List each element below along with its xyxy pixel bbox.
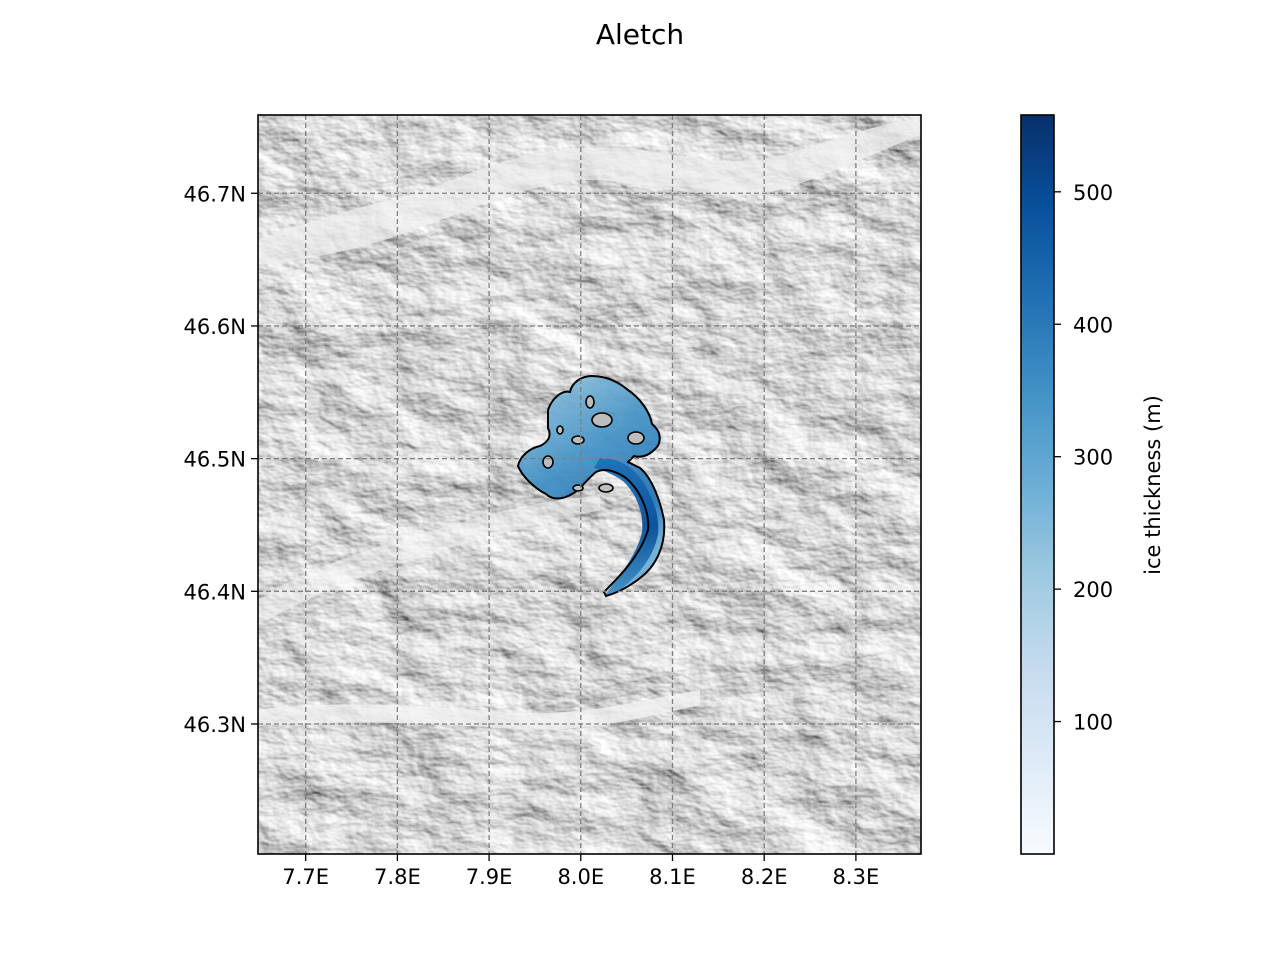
nunatak-outlines — [542, 395, 645, 493]
valley-floor — [258, 690, 700, 730]
lat-tick-label: 46.7N — [184, 182, 246, 206]
nunatak — [585, 395, 595, 409]
lon-tick-label: 8.1E — [649, 865, 696, 889]
colorbar: 100 200 300 400 500 ice thickness (m) — [1020, 114, 1165, 855]
lon-tick-label: 7.7E — [282, 865, 329, 889]
glacier-outline — [516, 374, 666, 598]
valley-floor — [258, 118, 921, 265]
lat-tick-label: 46.5N — [184, 448, 246, 472]
colorbar-gradient — [1021, 115, 1054, 854]
nunatak — [598, 483, 614, 493]
colorbar-tick-label: 100 — [1073, 711, 1113, 735]
map-axes — [258, 115, 921, 854]
nunatak — [571, 435, 585, 445]
colorbar-label: ice thickness (m) — [1141, 395, 1165, 575]
lon-tick-label: 8.3E — [833, 865, 880, 889]
colorbar-tick-label: 300 — [1073, 446, 1113, 470]
glacier-ice — [518, 376, 665, 596]
lon-tick-label: 7.8E — [374, 865, 421, 889]
colorbar-tick-label: 400 — [1073, 313, 1113, 337]
nunatak — [542, 455, 554, 469]
lon-tick-label: 7.9E — [466, 865, 513, 889]
nunatak — [572, 484, 584, 492]
latitude-axis: 46.7N 46.6N 46.5N 46.4N 46.3N — [184, 182, 258, 737]
glacier-tongue — [594, 458, 659, 596]
colorbar-frame — [1020, 114, 1055, 855]
nunatak — [627, 431, 645, 445]
colorbar-tick-label: 500 — [1073, 181, 1113, 205]
nunatak — [556, 425, 564, 435]
lat-tick-label: 46.4N — [184, 580, 246, 604]
lat-tick-label: 46.6N — [184, 315, 246, 339]
lat-tick-label: 46.3N — [184, 713, 246, 737]
map-frame — [257, 114, 922, 855]
lon-tick-label: 8.2E — [741, 865, 788, 889]
longitude-axis: 7.7E 7.8E 7.9E 8.0E 8.1E 8.2E 8.3E — [282, 854, 879, 889]
valley-floor — [258, 495, 600, 625]
map-title: Aletch — [596, 18, 684, 51]
nunatak — [591, 412, 613, 428]
lon-tick-label: 8.0E — [557, 865, 604, 889]
colorbar-axis: 100 200 300 400 500 — [1054, 181, 1113, 735]
colorbar-tick-label: 200 — [1073, 578, 1113, 602]
gridlines — [258, 115, 921, 854]
